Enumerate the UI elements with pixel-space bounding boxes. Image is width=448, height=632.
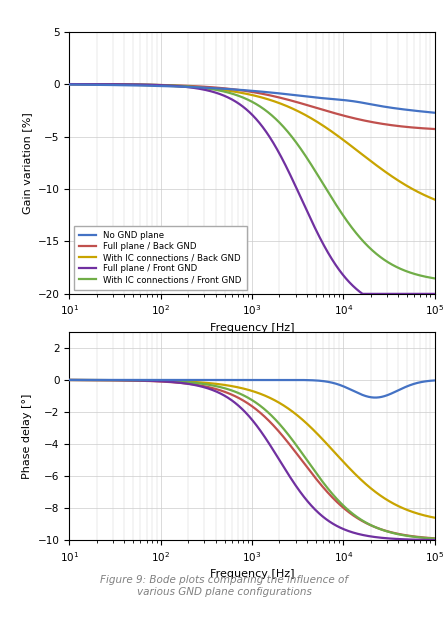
Y-axis label: Phase delay [°]: Phase delay [°] [22, 393, 32, 479]
Text: Figure 9: Bode plots comparing the influence of
various GND plane configurations: Figure 9: Bode plots comparing the influ… [100, 575, 348, 597]
X-axis label: Frequency [Hz]: Frequency [Hz] [210, 323, 294, 333]
Legend: No GND plane, Full plane / Back GND, With IC connections / Back GND, Full plane : No GND plane, Full plane / Back GND, Wit… [74, 226, 246, 289]
Y-axis label: Gain variation [%]: Gain variation [%] [22, 112, 32, 214]
X-axis label: Frequency [Hz]: Frequency [Hz] [210, 569, 294, 580]
